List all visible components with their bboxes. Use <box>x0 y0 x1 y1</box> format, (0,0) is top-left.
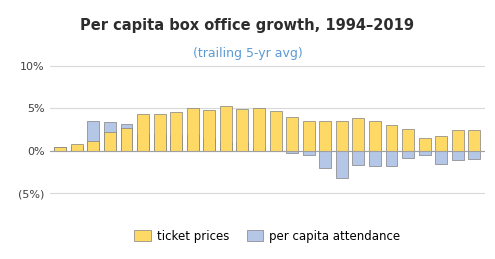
Bar <box>253 108 265 151</box>
Bar <box>54 147 66 151</box>
Bar <box>187 135 198 151</box>
Bar <box>286 117 298 151</box>
Bar <box>187 108 198 151</box>
Bar <box>137 114 149 151</box>
Bar <box>137 134 149 151</box>
Bar <box>121 128 133 151</box>
Bar <box>253 148 265 151</box>
Bar <box>71 144 83 151</box>
Bar <box>237 109 248 151</box>
Bar <box>270 150 282 151</box>
Bar <box>452 130 464 151</box>
Bar <box>286 151 298 153</box>
Bar <box>220 142 232 151</box>
Bar <box>303 121 315 151</box>
Bar <box>104 132 116 151</box>
Bar <box>270 111 282 151</box>
Bar <box>153 134 166 151</box>
Bar <box>319 151 331 168</box>
Bar <box>303 151 315 155</box>
Bar <box>386 151 397 166</box>
Bar <box>352 118 364 151</box>
Bar <box>170 135 182 151</box>
Bar <box>237 142 248 151</box>
Bar <box>71 147 83 151</box>
Bar <box>435 151 447 164</box>
Bar <box>220 106 232 151</box>
Bar <box>468 130 480 151</box>
Bar <box>435 136 447 151</box>
Bar <box>153 114 166 151</box>
Bar <box>419 151 431 155</box>
Bar <box>203 138 215 151</box>
Bar <box>352 151 364 165</box>
Bar <box>319 121 331 151</box>
Bar <box>104 122 116 151</box>
Bar <box>386 125 397 151</box>
Bar <box>369 151 381 166</box>
Bar <box>88 141 99 151</box>
Text: Per capita box office growth, 1994–2019: Per capita box office growth, 1994–2019 <box>81 18 414 33</box>
Bar <box>468 151 480 159</box>
Legend: ticket prices, per capita attendance: ticket prices, per capita attendance <box>134 229 400 242</box>
Bar <box>203 110 215 151</box>
Bar <box>121 124 133 151</box>
Bar <box>402 151 414 158</box>
Bar <box>88 121 99 151</box>
Bar <box>452 151 464 160</box>
Bar <box>419 138 431 151</box>
Bar <box>54 147 66 151</box>
Bar <box>402 130 414 151</box>
Text: (trailing 5-yr avg): (trailing 5-yr avg) <box>193 47 302 60</box>
Bar <box>336 151 348 178</box>
Bar <box>336 121 348 151</box>
Bar <box>369 121 381 151</box>
Bar <box>170 112 182 151</box>
